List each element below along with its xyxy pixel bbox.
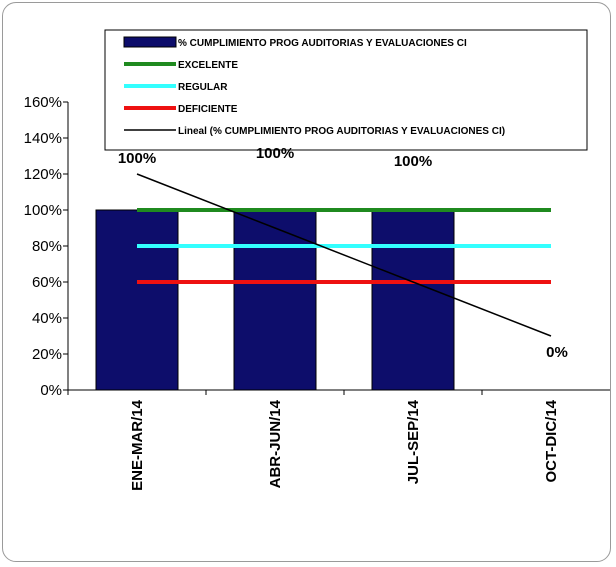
legend-label: REGULAR: [178, 82, 228, 93]
y-tick-label: 80%: [32, 238, 62, 255]
legend-label: Lineal (% CUMPLIMIENTO PROG AUDITORIAS Y…: [178, 126, 505, 137]
legend: % CUMPLIMIENTO PROG AUDITORIAS Y EVALUAC…: [104, 29, 588, 151]
y-tick-label: 0%: [40, 382, 62, 399]
legend-label: % CUMPLIMIENTO PROG AUDITORIAS Y EVALUAC…: [178, 38, 467, 49]
x-tick-label: ENE-MAR/14: [129, 399, 146, 491]
y-tick-label: 40%: [32, 310, 62, 327]
bars: [95, 209, 455, 391]
legend-box: [104, 29, 588, 151]
bar: [371, 209, 455, 391]
data-label: 100%: [394, 153, 432, 170]
y-tick-label: 120%: [24, 166, 62, 183]
y-tick-label: 160%: [24, 94, 62, 111]
data-label: 100%: [256, 145, 294, 162]
trend-line: [136, 173, 552, 337]
x-tick-label: ABR-JUN/14: [267, 399, 284, 488]
y-tick-label: 100%: [24, 202, 62, 219]
x-tick-label: JUL-SEP/14: [405, 399, 422, 484]
data-label: 0%: [546, 344, 568, 361]
y-tick-label: 140%: [24, 130, 62, 147]
reference-lines: [137, 208, 551, 284]
data-label: 100%: [118, 150, 156, 167]
y-tick-label: 20%: [32, 346, 62, 363]
legend-swatch: [123, 36, 177, 48]
bar: [233, 209, 317, 391]
bar: [95, 209, 179, 391]
legend-label: DEFICIENTE: [178, 104, 238, 115]
trendline: [136, 173, 552, 337]
y-tick-label: 60%: [32, 274, 62, 291]
x-tick-label: OCT-DIC/14: [543, 399, 560, 482]
data-labels: 100% 100% 100% 0%: [118, 145, 568, 361]
legend-label: EXCELENTE: [178, 60, 238, 71]
